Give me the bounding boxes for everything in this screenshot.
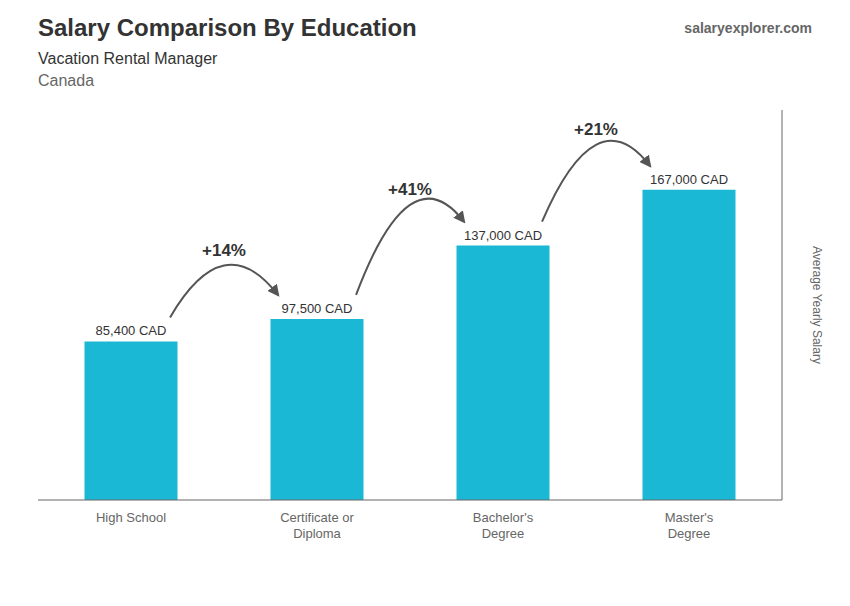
svg-text:Bachelor'sDegree: Bachelor'sDegree xyxy=(473,510,534,541)
svg-text:85,400 CAD: 85,400 CAD xyxy=(96,323,167,338)
svg-text:+41%: +41% xyxy=(388,180,432,199)
svg-text:137,000 CAD: 137,000 CAD xyxy=(464,228,542,243)
svg-text:+14%: +14% xyxy=(202,241,246,260)
svg-text:+21%: +21% xyxy=(574,120,618,139)
svg-text:Certificate orDiploma: Certificate orDiploma xyxy=(280,510,354,541)
svg-text:Average Yearly Salary: Average Yearly Salary xyxy=(810,246,824,364)
svg-text:97,500 CAD: 97,500 CAD xyxy=(282,301,353,316)
svg-text:167,000 CAD: 167,000 CAD xyxy=(650,172,728,187)
svg-text:High School: High School xyxy=(96,510,166,525)
html-text:Vacation Rental Manager: Vacation Rental Manager xyxy=(38,50,218,67)
html-text:Canada: Canada xyxy=(38,72,94,89)
html-text:Salary Comparison By Education: Salary Comparison By Education xyxy=(38,14,417,41)
svg-text:Master'sDegree: Master'sDegree xyxy=(665,510,714,541)
html-text:salaryexplorer.com: salaryexplorer.com xyxy=(684,20,812,36)
